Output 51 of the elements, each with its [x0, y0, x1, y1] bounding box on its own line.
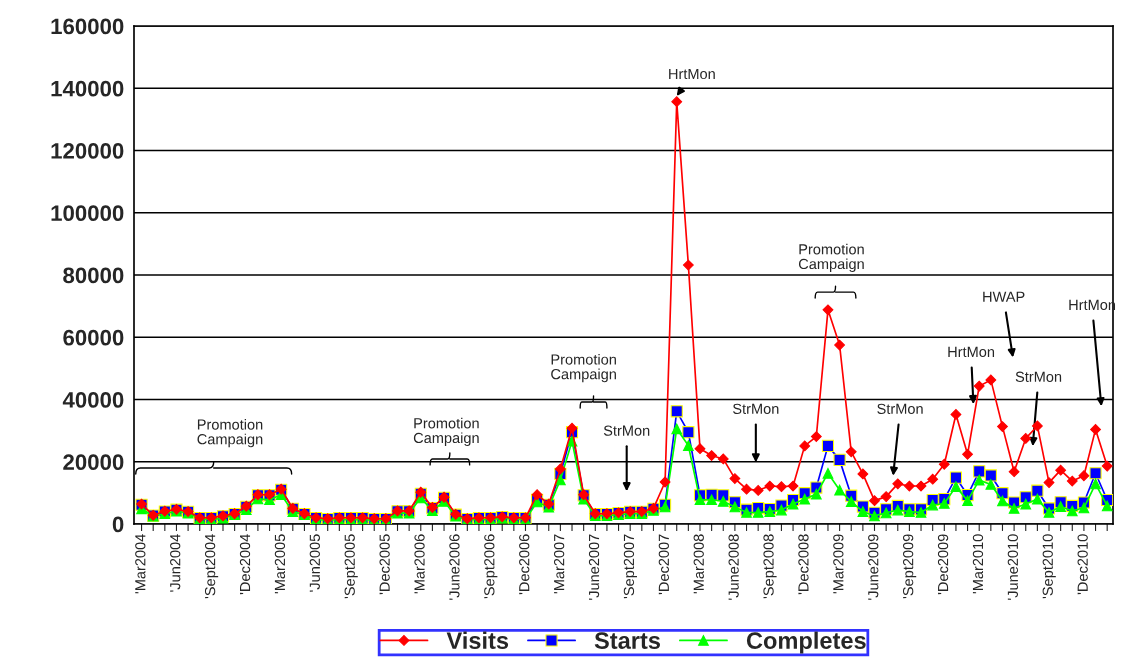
y-tick-label: 100000	[51, 205, 124, 222]
x-tick-label: 'June2009	[868, 534, 879, 600]
y-tick-label: 0	[112, 516, 124, 533]
x-tick-label: 'June2007	[588, 534, 600, 600]
y-tick-label: 80000	[63, 267, 124, 284]
x-tick-label: 'June2008	[728, 534, 739, 600]
annotation: StrMon	[877, 403, 923, 414]
annotation: HrtMon	[948, 346, 995, 358]
annotation: Promotion Campaign	[551, 353, 616, 383]
x-tick-label: 'June2010	[1007, 534, 1019, 600]
x-tick-label: 'Dec2006	[519, 534, 530, 595]
x-tick-label: 'Sept2006	[484, 534, 498, 599]
x-tick-label: 'Dec2004	[239, 534, 251, 595]
annotation: StrMon	[733, 403, 779, 414]
x-tick-label: 'Sept2009	[902, 534, 917, 599]
x-tick-label: 'Sept2008	[763, 534, 777, 599]
annotation: Promotion Campaign	[197, 418, 263, 448]
legend-label: Completes	[746, 631, 866, 654]
y-tick-label: 40000	[62, 392, 124, 408]
x-tick-label: 'Dec2008	[798, 534, 809, 595]
legend-label: Starts	[594, 632, 660, 649]
legend-label: Visits	[446, 631, 509, 649]
x-tick-label: 'June2006	[449, 534, 460, 600]
annotation: StrMon	[1015, 371, 1062, 382]
y-tick-label: 20000	[63, 454, 124, 471]
x-tick-label: 'Mar2007	[553, 534, 565, 594]
annotation: HWAP	[983, 291, 1025, 302]
y-tick-label: 160000	[51, 18, 124, 35]
x-tick-label: 'Dec2007	[658, 534, 670, 595]
x-tick-label: 'Sept2010	[1042, 534, 1056, 599]
x-tick-label: 'Mar2004	[135, 534, 146, 594]
x-tick-label: 'Dec2009	[937, 534, 949, 595]
annotation: HrtMon	[669, 68, 715, 80]
y-tick-label: 140000	[51, 80, 124, 97]
y-tick-label: 120000	[51, 143, 124, 159]
x-tick-label: 'Mar2006	[414, 534, 425, 594]
annotation: Promotion Campaign	[798, 243, 864, 272]
x-tick-label: 'Jun2005	[309, 534, 320, 592]
x-tick-label: 'Sept2007	[623, 534, 637, 599]
x-tick-label: 'Sept2005	[344, 534, 358, 599]
x-tick-label: 'Jun2004	[170, 534, 181, 592]
x-tick-label: 'Mar2005	[274, 534, 286, 594]
annotation: StrMon	[603, 425, 650, 436]
x-tick-label: 'Mar2008	[693, 534, 704, 594]
annotation: Promotion Campaign	[413, 417, 479, 446]
x-tick-label: 'Mar2009	[833, 534, 844, 594]
x-tick-label: 'Sept2004	[204, 534, 219, 599]
y-tick-label: 60000	[63, 329, 124, 346]
x-tick-label: 'Mar2010	[972, 534, 984, 594]
x-tick-label: 'Dec2010	[1077, 534, 1088, 595]
x-tick-label: 'Dec2005	[379, 534, 390, 595]
